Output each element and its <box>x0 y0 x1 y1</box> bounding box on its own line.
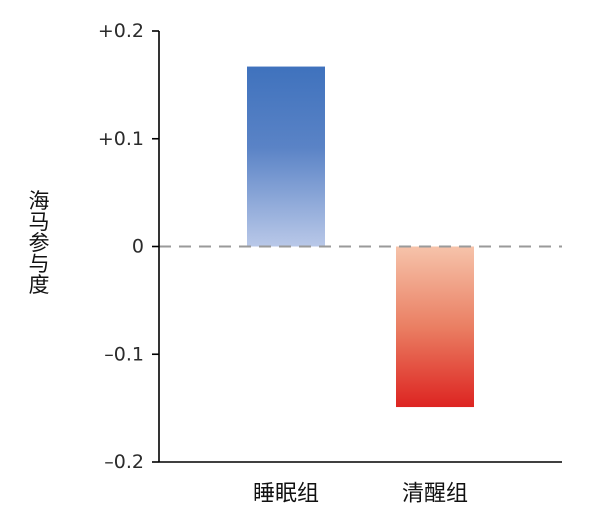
y-tick-label: +0.2 <box>98 20 144 42</box>
y-axis-ticks: +0.2 +0.1 0 –0.1 –0.2 <box>98 20 159 473</box>
y-tick-label: –0.1 <box>104 343 144 365</box>
bar-sleep-group <box>247 66 325 247</box>
x-category-label-wake: 清醒组 <box>402 482 468 507</box>
y-axis-title: 海马参与度 <box>26 190 50 295</box>
y-tick-label: –0.2 <box>104 451 144 473</box>
y-tick-label: 0 <box>132 236 144 258</box>
bars <box>247 66 474 408</box>
y-tick-label: +0.1 <box>98 128 144 150</box>
x-axis-category-labels: 睡眠组 清醒组 <box>253 482 468 507</box>
x-category-label-sleep: 睡眠组 <box>253 482 319 507</box>
bar-wake-group <box>396 246 474 408</box>
